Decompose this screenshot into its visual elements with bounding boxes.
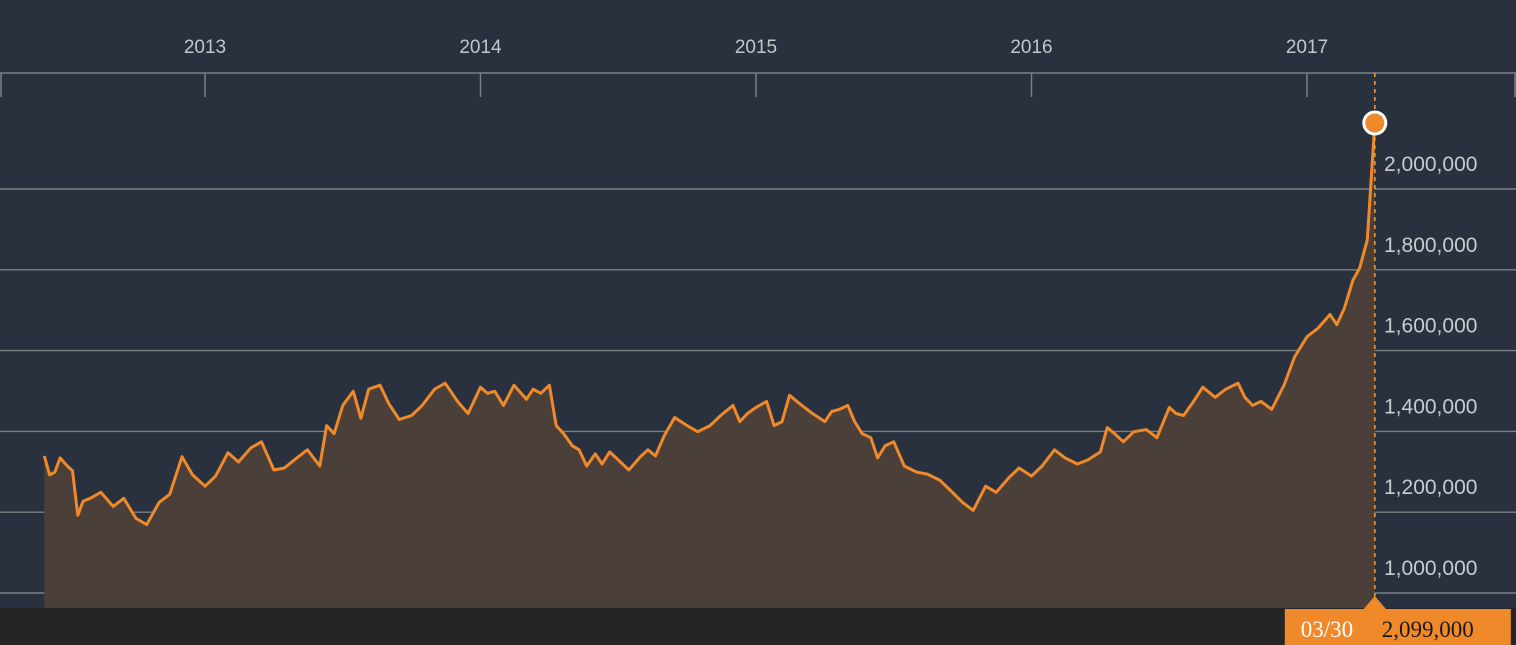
tooltip-value: 2,099,000 <box>1382 617 1474 642</box>
value-tooltip: 03/30 2,099,000 <box>1284 596 1511 645</box>
area-fill <box>44 123 1375 608</box>
x-axis: 2013 2014 2015 2016 2017 <box>0 37 1516 97</box>
tooltip-date: 03/30 <box>1301 617 1353 642</box>
x-tick-label-2016: 2016 <box>1010 37 1052 58</box>
y-tick-label-3: 1,600,000 <box>1384 315 1477 338</box>
x-tick-label-2014: 2014 <box>459 37 502 58</box>
x-tick-label-2017: 2017 <box>1286 37 1328 58</box>
y-tick-label-2: 1,400,000 <box>1384 395 1477 418</box>
x-tick-label-2015: 2015 <box>735 37 777 58</box>
y-tick-label-4: 1,800,000 <box>1384 234 1477 257</box>
tooltip-arrow <box>1362 596 1387 610</box>
x-tick-label-2013: 2013 <box>184 37 226 58</box>
last-point-marker[interactable] <box>1362 110 1388 136</box>
series-line <box>42 122 1377 527</box>
y-axis: 1,000,000 1,200,000 1,400,000 1,600,000 1,80… <box>1384 153 1477 580</box>
footer-strip <box>0 608 1516 645</box>
y-tick-label-1: 1,200,000 <box>1384 476 1477 499</box>
y-tick-label-0: 1,000,000 <box>1384 557 1477 580</box>
y-tick-label-5: 2,000,000 <box>1384 153 1477 176</box>
tooltip-box <box>1284 609 1511 645</box>
